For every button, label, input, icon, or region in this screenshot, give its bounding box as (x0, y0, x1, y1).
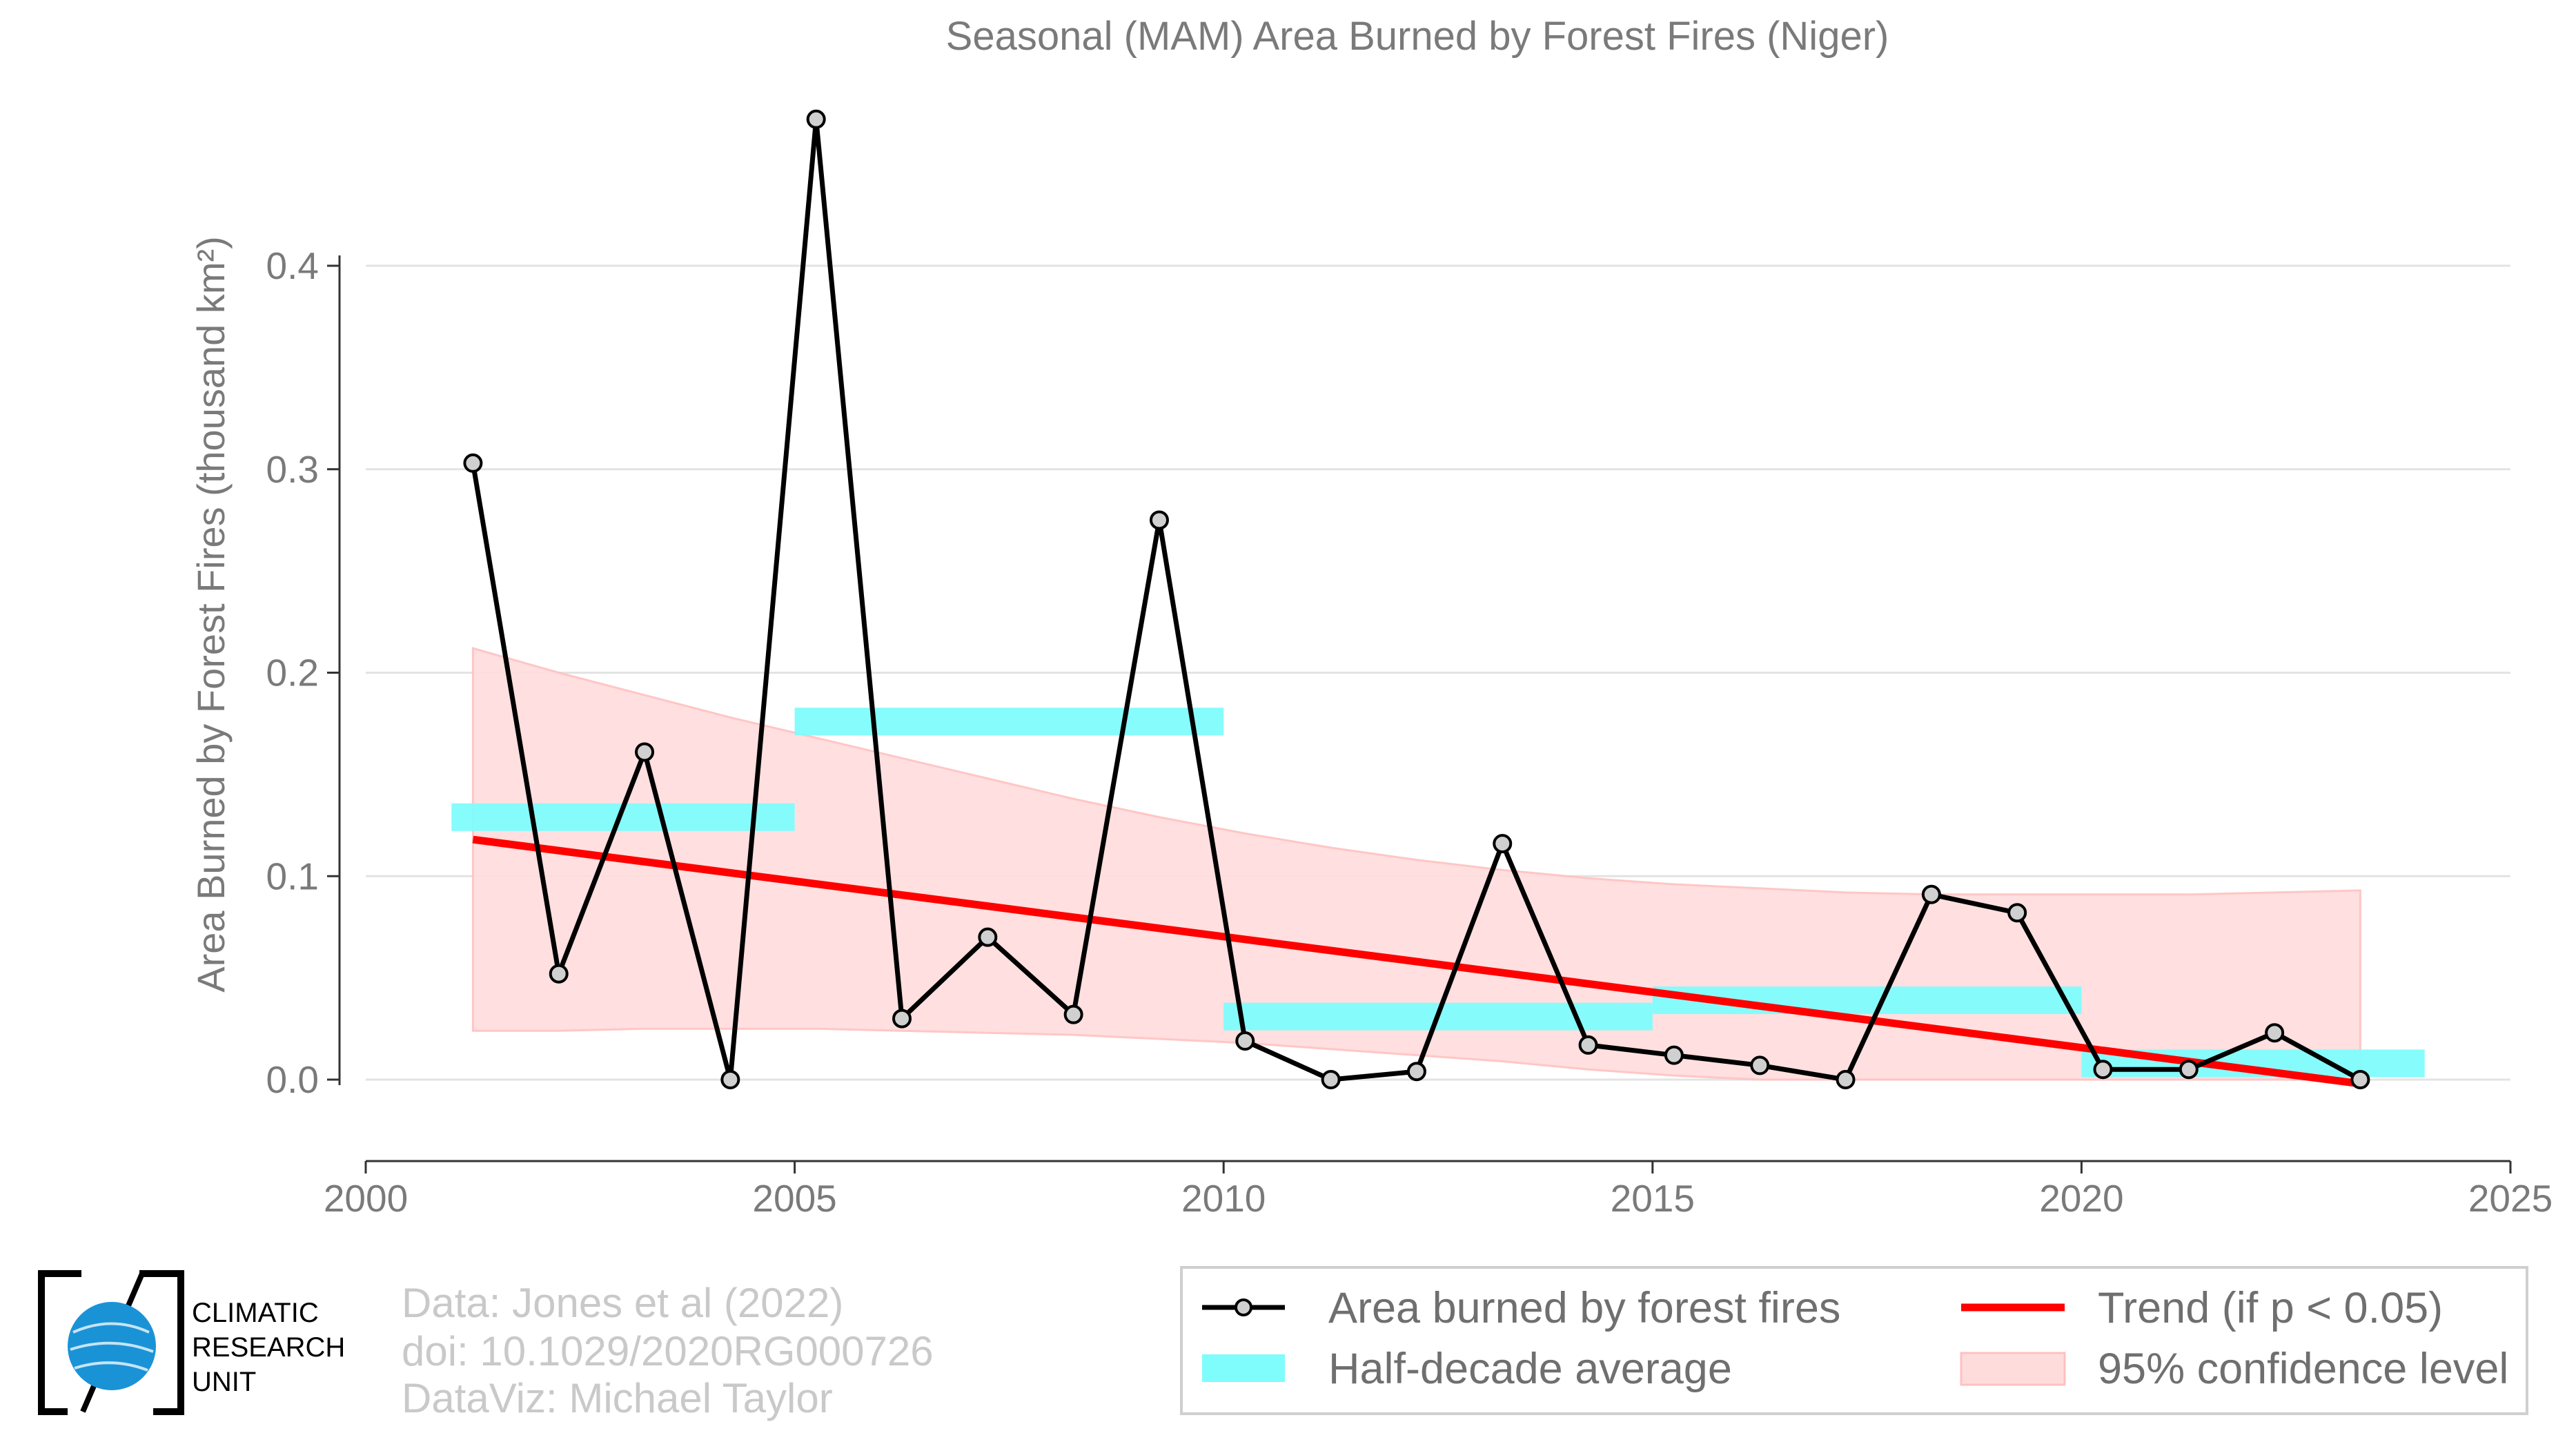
cru-text-line3: UNIT (192, 1367, 256, 1397)
x-tick-label: 2010 (1181, 1177, 1266, 1220)
data-point (2350, 1070, 2370, 1089)
data-point (2007, 903, 2027, 923)
legend-series-marker (1235, 1298, 1252, 1316)
legend-item-confidence: 95% confidence level (1960, 1345, 2508, 1393)
globe-lines (70, 1322, 154, 1372)
globe-icon (68, 1302, 156, 1390)
data-point (2265, 1023, 2285, 1043)
data-point (978, 927, 998, 947)
data-point (806, 109, 826, 129)
credits: Data: Jones et al (2022) doi: 10.1029/20… (402, 1280, 934, 1421)
data-point (2179, 1060, 2199, 1080)
data-point (1750, 1055, 1770, 1075)
y-tick-label: 0.0 (266, 1058, 319, 1101)
data-point (463, 453, 483, 473)
data-point (1921, 884, 1941, 904)
data-point (720, 1070, 740, 1089)
legend: Area burned by forest fires Half-decade … (1180, 1266, 2528, 1415)
series-layer (463, 109, 2370, 1089)
y-tick-label: 0.1 (266, 855, 319, 897)
data-point (635, 742, 655, 762)
legend-average-label: Half-decade average (1328, 1345, 1732, 1393)
legend-confidence-label: 95% confidence level (2098, 1345, 2508, 1393)
y-axis-label: Area Burned by Forest Fires (thousand km… (189, 236, 233, 993)
x-tick-label: 2005 (752, 1177, 836, 1220)
data-point (1235, 1031, 1255, 1051)
data-point (1836, 1070, 1856, 1089)
credit-data: Data: Jones et al (2022) (402, 1280, 843, 1326)
legend-average-swatch (1202, 1354, 1285, 1382)
cru-logo: CLIMATIC RESEARCH UNIT (38, 1270, 345, 1415)
tick-labels: 0.0 0.1 0.2 0.3 0.4 2000 2005 2010 2015 2020 2025 (266, 244, 2553, 1220)
legend-confidence-swatch (1960, 1352, 2066, 1386)
legend-box (1180, 1266, 2528, 1415)
logo-bracket-right (139, 1270, 184, 1415)
data-point (2093, 1060, 2113, 1080)
data-point (1321, 1070, 1341, 1089)
x-tick-label: 2015 (1611, 1177, 1695, 1220)
legend-trend-label: Trend (if p < 0.05) (2098, 1284, 2443, 1332)
data-point (1063, 1004, 1083, 1024)
x-tick-label: 2000 (324, 1177, 408, 1220)
cru-text-line2: RESEARCH (192, 1332, 345, 1363)
legend-item-average: Half-decade average (1202, 1345, 1732, 1393)
y-tick-label: 0.3 (266, 448, 319, 491)
y-tick-label: 0.4 (266, 244, 319, 287)
x-tick-label: 2025 (2468, 1177, 2553, 1220)
data-point (1578, 1035, 1598, 1055)
data-point (549, 964, 569, 984)
trend-layer (472, 835, 2361, 1088)
data-point (1149, 510, 1169, 530)
data-point (1664, 1045, 1684, 1065)
legend-item-series: Area burned by forest fires (1202, 1284, 1840, 1332)
data-point (892, 1009, 912, 1029)
data-point (1406, 1062, 1426, 1082)
legend-series-label: Area burned by forest fires (1328, 1284, 1840, 1332)
y-tick-label: 0.2 (266, 652, 319, 694)
cru-text-line1: CLIMATIC (192, 1298, 319, 1328)
logo-bracket-left (38, 1270, 81, 1415)
chart-title: Seasonal (MAM) Area Burned by Forest Fir… (946, 14, 1889, 59)
axes (327, 255, 2512, 1174)
legend-item-trend: Trend (if p < 0.05) (1961, 1284, 2443, 1332)
half-decade-average-bar (794, 708, 1224, 736)
credit-doi: doi: 10.1029/2020RG000726 (402, 1328, 934, 1374)
x-tick-label: 2020 (2039, 1177, 2123, 1220)
trend-line (472, 835, 2361, 1088)
data-point (1493, 834, 1513, 854)
credit-dataviz: DataViz: Michael Taylor (402, 1375, 833, 1421)
